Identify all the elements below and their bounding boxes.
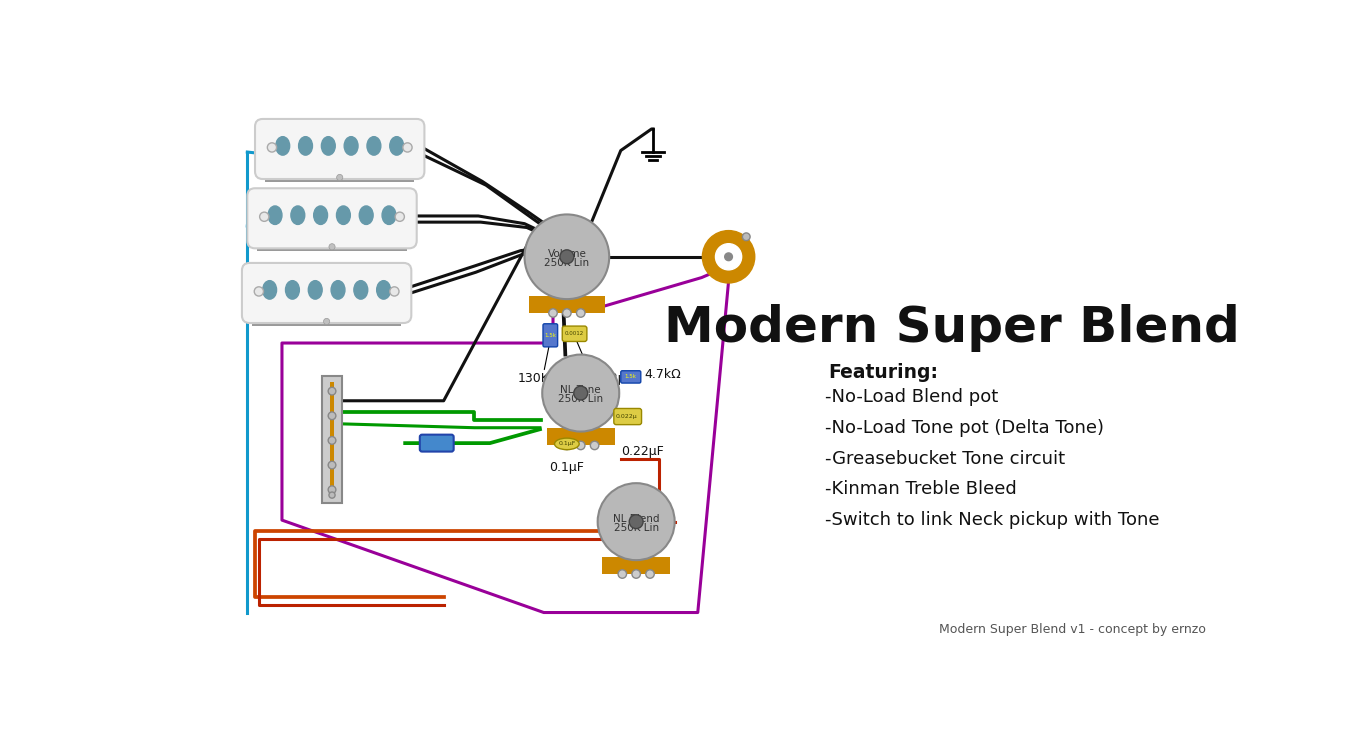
Ellipse shape [389, 136, 403, 155]
Circle shape [563, 309, 571, 317]
Text: -Greasebucket Tone circuit: -Greasebucket Tone circuit [825, 450, 1065, 468]
Ellipse shape [336, 206, 350, 225]
Ellipse shape [309, 281, 322, 299]
Circle shape [743, 233, 750, 241]
Text: -No-Load Blend pot: -No-Load Blend pot [825, 388, 999, 406]
Circle shape [336, 174, 343, 181]
Circle shape [716, 244, 742, 270]
Text: Modern Super Blend v1 - concept by ernzo: Modern Super Blend v1 - concept by ernzo [938, 623, 1206, 636]
Bar [602, 557, 671, 574]
Ellipse shape [276, 136, 290, 155]
FancyBboxPatch shape [613, 408, 642, 425]
Ellipse shape [359, 206, 373, 225]
Circle shape [525, 214, 609, 299]
Text: Featuring:: Featuring: [829, 363, 938, 382]
Ellipse shape [299, 136, 313, 155]
Circle shape [542, 355, 619, 431]
Text: 130KΩ: 130KΩ [518, 372, 559, 385]
Ellipse shape [354, 281, 367, 299]
Ellipse shape [344, 136, 358, 155]
Circle shape [617, 570, 627, 578]
Ellipse shape [285, 281, 299, 299]
Circle shape [598, 483, 675, 560]
Ellipse shape [331, 281, 346, 299]
Ellipse shape [291, 206, 305, 225]
Ellipse shape [262, 281, 276, 299]
Ellipse shape [382, 206, 396, 225]
Text: 0.0012: 0.0012 [566, 331, 585, 336]
Ellipse shape [377, 281, 391, 299]
Circle shape [395, 212, 404, 222]
Bar [251, 313, 402, 326]
Circle shape [324, 319, 329, 325]
FancyBboxPatch shape [419, 435, 454, 451]
Circle shape [328, 461, 336, 469]
Text: 4.7kΩ: 4.7kΩ [645, 368, 682, 382]
FancyBboxPatch shape [255, 119, 425, 179]
FancyBboxPatch shape [544, 324, 557, 347]
Text: Volume: Volume [548, 249, 586, 259]
Circle shape [328, 388, 336, 395]
Circle shape [329, 492, 335, 498]
Circle shape [630, 515, 643, 528]
Circle shape [268, 143, 276, 152]
Text: 250K Lin: 250K Lin [559, 394, 604, 405]
Ellipse shape [314, 206, 328, 225]
Circle shape [254, 287, 264, 296]
Circle shape [389, 287, 399, 296]
Circle shape [576, 441, 585, 450]
Text: 1.5k: 1.5k [544, 333, 556, 338]
Text: Modern Super Blend: Modern Super Blend [664, 304, 1240, 352]
Text: -Kinman Treble Bleed: -Kinman Treble Bleed [825, 480, 1016, 498]
Text: -No-Load Tone pot (Delta Tone): -No-Load Tone pot (Delta Tone) [825, 419, 1104, 436]
Bar [257, 239, 407, 251]
Circle shape [590, 441, 598, 450]
Circle shape [328, 412, 336, 419]
Ellipse shape [367, 136, 381, 155]
FancyBboxPatch shape [620, 370, 641, 383]
Ellipse shape [555, 438, 579, 450]
Circle shape [328, 436, 336, 445]
Text: 1.5k: 1.5k [624, 374, 637, 379]
Text: 0.1μF: 0.1μF [559, 442, 575, 446]
Bar [529, 296, 605, 313]
Ellipse shape [268, 206, 281, 225]
Circle shape [328, 486, 336, 494]
Circle shape [549, 309, 557, 317]
Circle shape [560, 250, 574, 264]
Text: -Switch to link Neck pickup with Tone: -Switch to link Neck pickup with Tone [825, 511, 1160, 529]
Bar [265, 170, 414, 182]
FancyBboxPatch shape [563, 326, 587, 342]
Circle shape [403, 143, 413, 152]
FancyBboxPatch shape [247, 188, 417, 248]
Circle shape [576, 309, 585, 317]
Circle shape [702, 230, 755, 283]
Text: 0.1μF: 0.1μF [549, 461, 585, 473]
Bar [546, 428, 615, 445]
Text: 250K Lin: 250K Lin [544, 258, 589, 268]
Text: NL Blend: NL Blend [613, 514, 660, 524]
Circle shape [563, 441, 571, 450]
Text: 0.0012μF: 0.0012μF [574, 372, 632, 385]
Circle shape [632, 570, 641, 578]
Text: 0.022μ: 0.022μ [616, 414, 638, 419]
Circle shape [646, 570, 654, 578]
FancyBboxPatch shape [242, 263, 411, 323]
Text: 250K Lin: 250K Lin [613, 523, 658, 533]
Bar [322, 376, 342, 503]
Text: NL Tone: NL Tone [560, 385, 601, 395]
Circle shape [260, 212, 269, 222]
Ellipse shape [321, 136, 335, 155]
Text: 0.22μF: 0.22μF [622, 445, 664, 458]
Bar [329, 382, 335, 496]
Circle shape [725, 253, 732, 261]
Circle shape [329, 244, 335, 250]
Circle shape [574, 386, 587, 400]
